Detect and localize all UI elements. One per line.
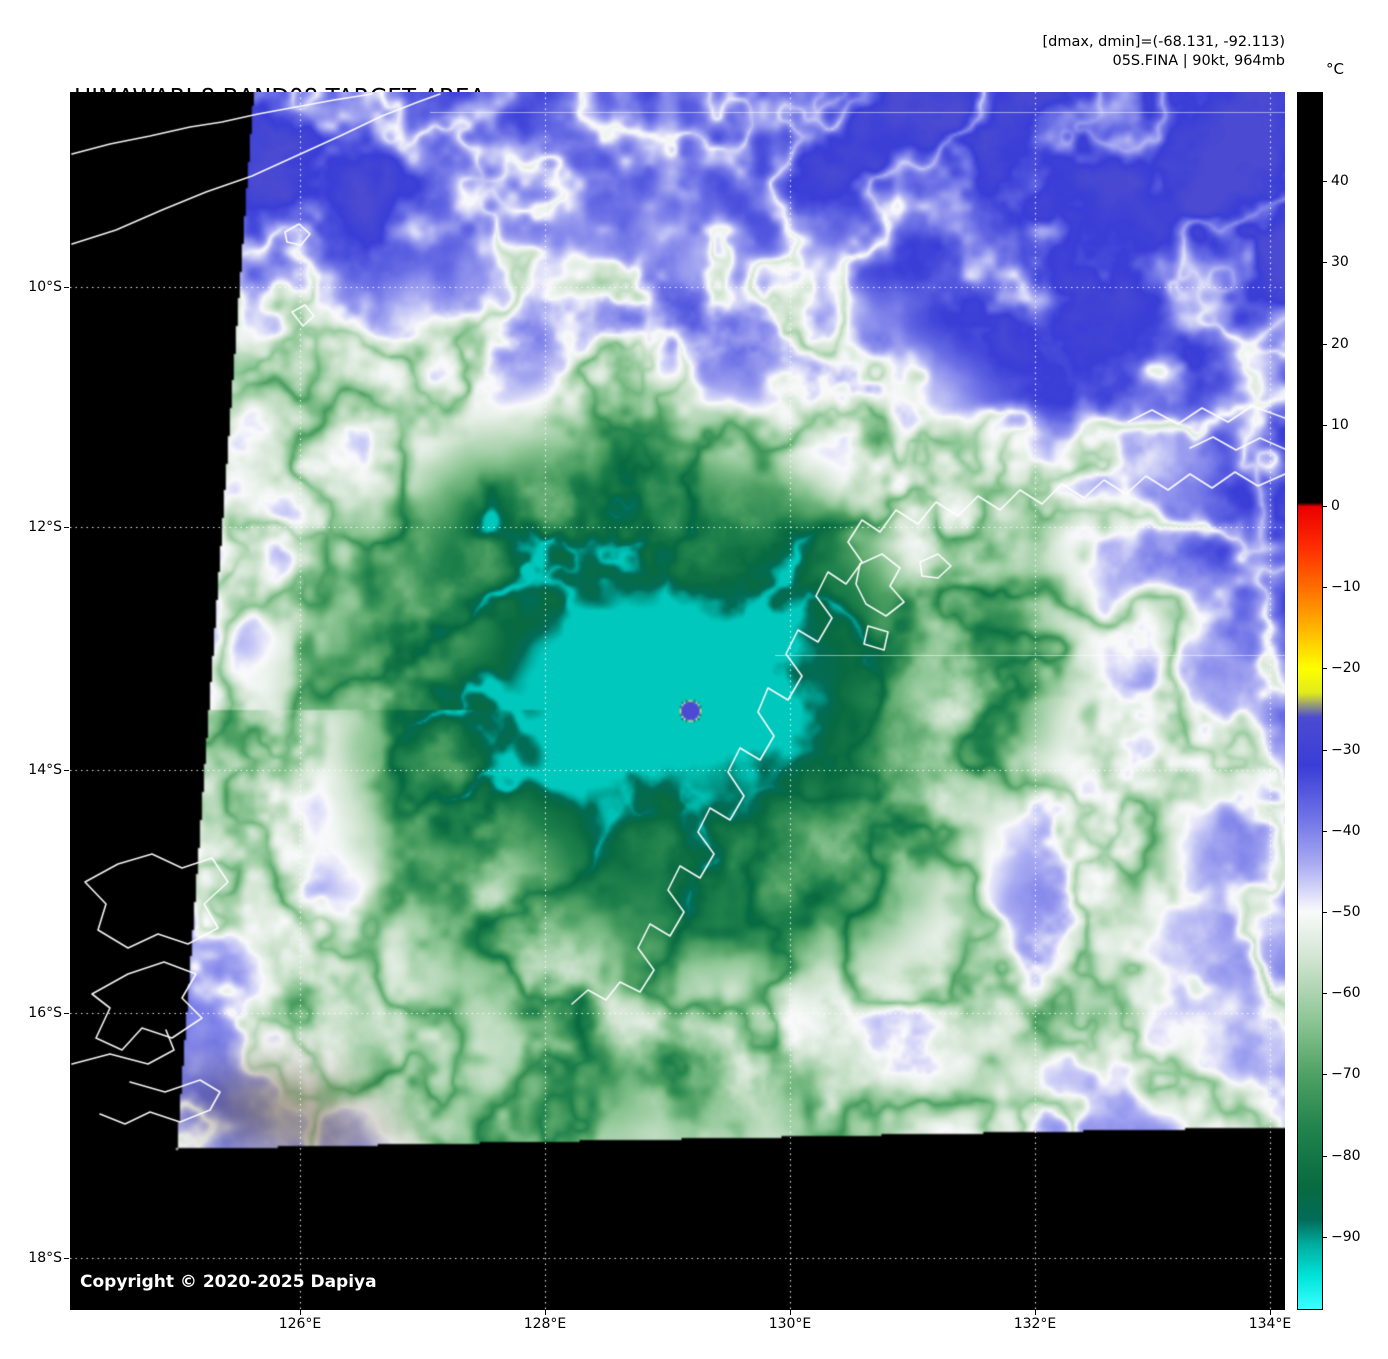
copyright-text: Copyright © 2020-2025 Dapiya [80, 1272, 377, 1292]
lon-label: 128°E [523, 1316, 567, 1332]
colorbar-tick-label: −60 [1322, 985, 1361, 1001]
x-tick [300, 1310, 301, 1315]
colorbar-tick-label: −20 [1322, 660, 1361, 676]
colorbar-tick-label: −50 [1322, 904, 1361, 920]
lat-label: 18°S [28, 1250, 62, 1266]
y-tick [64, 287, 69, 288]
lat-label: 16°S [28, 1005, 62, 1021]
y-tick [64, 1013, 69, 1014]
info-block: [dmax, dmin]=(-68.131, -92.113) 05S.FINA… [1043, 33, 1286, 71]
x-tick [1035, 1310, 1036, 1315]
y-tick [64, 770, 69, 771]
lat-label: 14°S [28, 762, 62, 778]
lon-label: 126°E [278, 1316, 322, 1332]
x-tick [545, 1310, 546, 1315]
storm-info: 05S.FINA | 90kt, 964mb [1112, 53, 1285, 69]
colorbar-tick-label: −70 [1322, 1066, 1361, 1082]
colorbar [1297, 92, 1323, 1310]
lon-label: 132°E [1013, 1316, 1057, 1332]
colorbar-tick-label: −90 [1322, 1229, 1361, 1245]
colorbar-tick-label: 30 [1322, 254, 1349, 270]
colorbar-tick-label: −10 [1322, 579, 1361, 595]
colorbar-tick-label: 0 [1322, 498, 1340, 514]
x-tick [1270, 1310, 1271, 1315]
colorbar-tick-label: −80 [1322, 1148, 1361, 1164]
colorbar-tick-label: −30 [1322, 742, 1361, 758]
colorbar-tick-label: −40 [1322, 823, 1361, 839]
lon-label: 134°E [1248, 1316, 1292, 1332]
lon-label: 130°E [768, 1316, 812, 1332]
colorbar-tick-label: 40 [1322, 173, 1349, 189]
x-tick [790, 1310, 791, 1315]
y-tick [64, 1258, 69, 1259]
colorbar-unit-label: °C [1326, 60, 1344, 78]
y-tick [64, 527, 69, 528]
colorbar-tick-label: 10 [1322, 417, 1349, 433]
colorbar-tick-label: 20 [1322, 336, 1349, 352]
dmax-dmin-stats: [dmax, dmin]=(-68.131, -92.113) [1042, 34, 1286, 50]
lat-label: 12°S [28, 519, 62, 535]
satellite-image [70, 92, 1285, 1310]
lat-label: 10°S [28, 279, 62, 295]
